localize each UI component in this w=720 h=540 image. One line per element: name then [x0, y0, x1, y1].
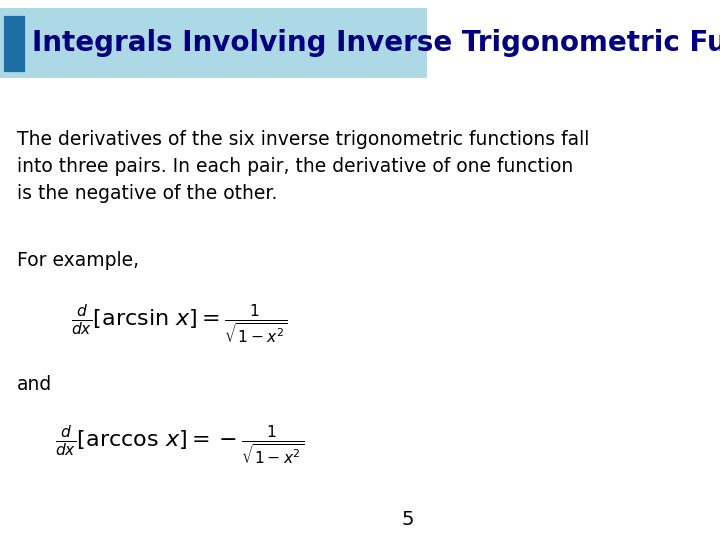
FancyBboxPatch shape — [0, 8, 427, 78]
Text: 5: 5 — [402, 510, 414, 529]
Text: Integrals Involving Inverse Trigonometric Functions: Integrals Involving Inverse Trigonometri… — [32, 29, 720, 57]
Text: $\frac{d}{dx}[\arcsin\, x] = \frac{1}{\sqrt{1-x^2}}$: $\frac{d}{dx}[\arcsin\, x] = \frac{1}{\s… — [71, 302, 287, 346]
FancyBboxPatch shape — [2, 14, 26, 73]
Text: $\frac{d}{dx}[\arccos\, x] = -\frac{1}{\sqrt{1-x^2}}$: $\frac{d}{dx}[\arccos\, x] = -\frac{1}{\… — [55, 424, 304, 467]
Text: For example,: For example, — [17, 251, 139, 270]
Text: and: and — [17, 375, 53, 394]
Text: The derivatives of the six inverse trigonometric functions fall
into three pairs: The derivatives of the six inverse trigo… — [17, 130, 590, 203]
